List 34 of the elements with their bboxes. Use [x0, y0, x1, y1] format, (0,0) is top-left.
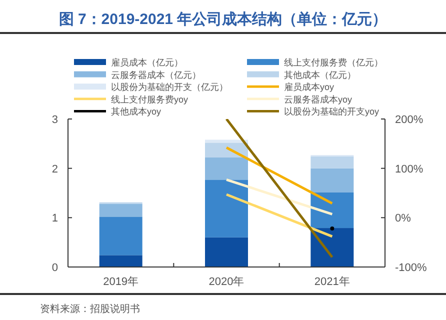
- legend-label: 雇员成本（亿元）: [111, 58, 183, 68]
- text: 资料来源：招股说明书: [40, 303, 140, 315]
- bar: [205, 180, 248, 238]
- bar: [310, 168, 354, 193]
- bar: [205, 237, 248, 267]
- x-tick-label: 2020年: [208, 276, 244, 288]
- legend-label: 以股份为基础的开支yoy: [284, 106, 380, 117]
- bar: [310, 228, 354, 267]
- y2-tick-label: -100%: [395, 262, 428, 274]
- bar: [310, 156, 354, 168]
- y2-tick-label: 0%: [395, 212, 412, 225]
- bar: [99, 216, 142, 256]
- legend-label: 云服务器成本（亿元）: [111, 70, 201, 80]
- bar: [205, 157, 248, 180]
- chart-title: 图 7：2019-2021 年公司成本结构（单位：亿元）: [58, 11, 388, 28]
- x-tick-label: 2019年: [103, 276, 139, 288]
- bar: [310, 192, 354, 228]
- y-tick-label: 0: [52, 262, 58, 274]
- bar: [99, 204, 142, 217]
- legend-label: 以股份为基础的开支（亿元）: [111, 82, 228, 92]
- y2-tick-label: 200%: [395, 114, 424, 126]
- legend-label: 雇员成本yoy: [284, 82, 335, 92]
- x-tick-label: 2021年: [314, 276, 350, 288]
- legend-label: 其他成本yoy: [111, 106, 162, 117]
- legend-label: 线上支付服务费（亿元）: [284, 58, 383, 68]
- y2-tick-label: 100%: [395, 163, 424, 176]
- y-tick-label: 3: [52, 114, 58, 126]
- bar: [205, 140, 248, 143]
- legend-label: 云服务器成本yoy: [284, 94, 353, 104]
- bar: [99, 255, 142, 267]
- y-tick-label: 1: [52, 212, 58, 225]
- y-tick-label: 2: [52, 163, 58, 176]
- legend-label: 线上支付服务费yoy: [111, 94, 189, 104]
- legend-label: 其他成本（亿元）: [284, 70, 356, 80]
